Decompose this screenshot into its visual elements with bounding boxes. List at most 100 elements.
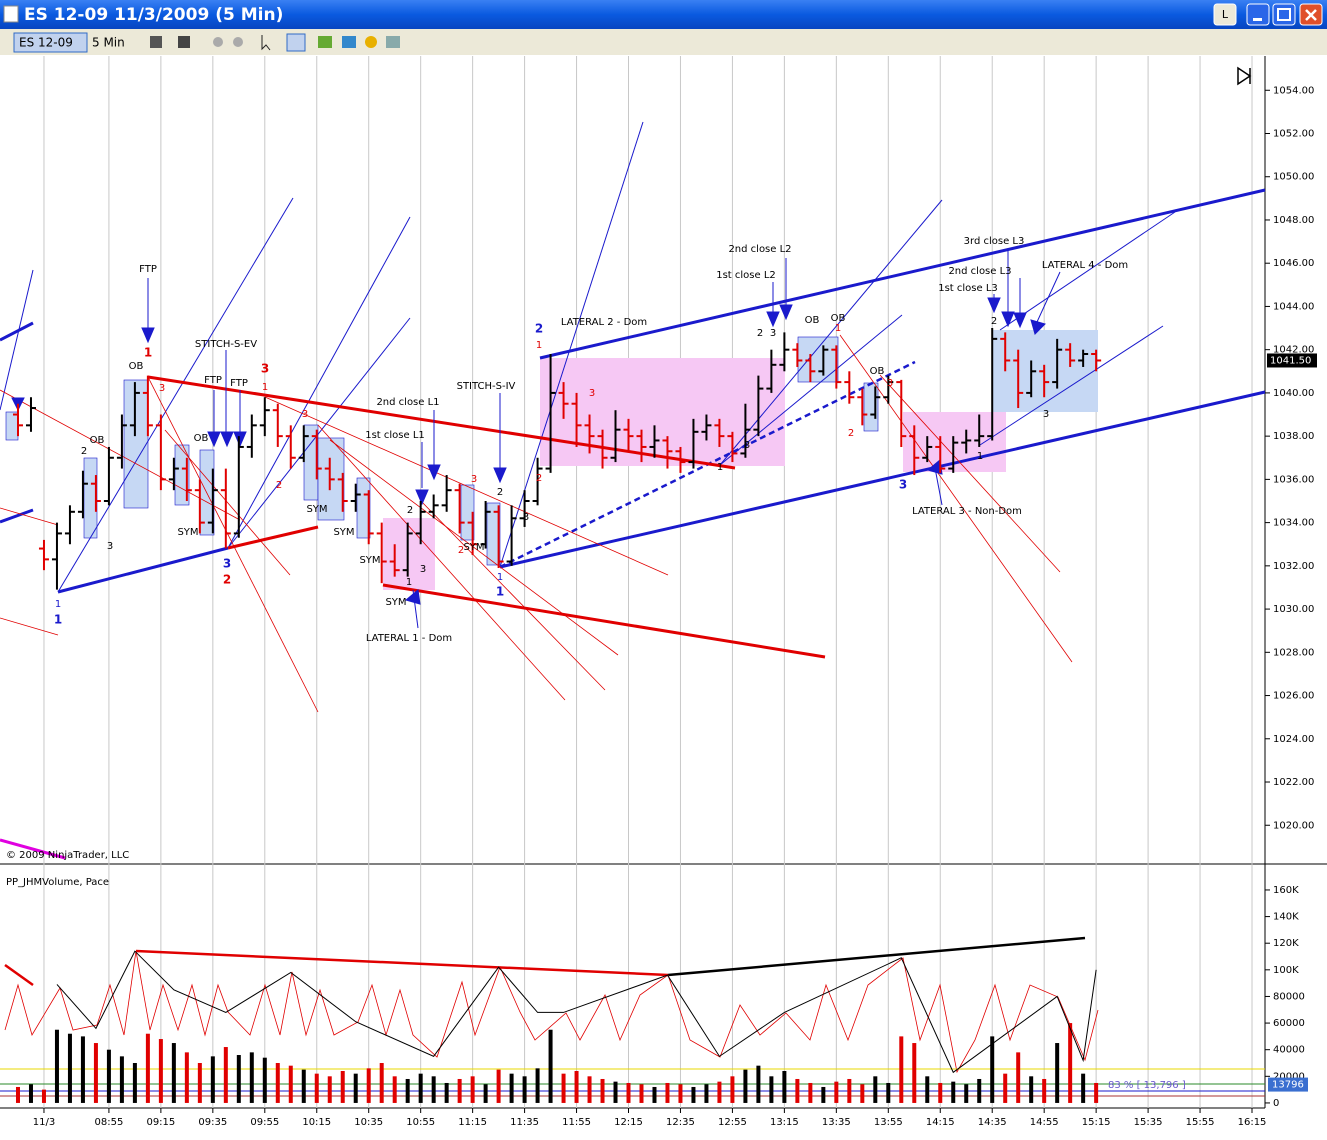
y-tick-label: 1024.00	[1273, 734, 1314, 745]
annotation: 2	[848, 428, 854, 439]
draw-icon[interactable]	[178, 36, 190, 48]
l-button[interactable]	[1213, 3, 1237, 26]
volume-bar	[67, 1033, 72, 1103]
volume-bar	[236, 1055, 241, 1103]
annotation: 3rd close L3	[964, 236, 1025, 247]
volume-bar	[392, 1076, 397, 1103]
y-tick-label: 1028.00	[1273, 647, 1314, 658]
toolbar-icons[interactable]	[150, 33, 400, 52]
volume-bar	[405, 1078, 410, 1103]
minimize[interactable]	[1246, 3, 1270, 26]
close-icon	[1305, 9, 1317, 21]
volume-bar	[1003, 1073, 1008, 1103]
annotation: 2	[536, 473, 542, 484]
volume-bar	[210, 1056, 215, 1103]
bar-type-icon[interactable]	[150, 36, 162, 48]
zoom-out-icon[interactable]	[233, 37, 243, 47]
volume-bar	[80, 1036, 85, 1103]
volume-bar	[249, 1052, 254, 1103]
annotation: 1st close L3	[938, 283, 998, 294]
title-bar	[0, 0, 1327, 29]
zoom-in-icon[interactable]	[213, 37, 223, 47]
annotation: 1	[144, 346, 152, 360]
x-tick-label: 09:15	[146, 1117, 175, 1128]
y-tick-label: 1032.00	[1273, 561, 1314, 572]
annotation: 2	[458, 545, 464, 556]
annotation: SYM	[463, 542, 484, 553]
y-tick-label: 1030.00	[1273, 604, 1314, 615]
y-tick-label: 1022.00	[1273, 777, 1314, 788]
plot: 11/3 08:55 09:15 09:35 09:55 10:15 10:35 10:55 1…	[12, 85, 1317, 1128]
app-icon	[3, 5, 19, 23]
indicator-icon[interactable]	[342, 36, 356, 48]
y-tick-label: 20000	[1273, 1071, 1305, 1082]
volume-bar	[119, 1056, 124, 1103]
annotation: 3	[1043, 409, 1049, 420]
pointer-icon[interactable]	[261, 35, 271, 51]
volume-bar	[288, 1065, 293, 1103]
volume-bar	[652, 1086, 657, 1103]
volume-bar	[457, 1078, 462, 1103]
annotation: 2	[991, 316, 997, 327]
interval[interactable]: 5 Min	[92, 36, 125, 50]
annotation: 1	[406, 577, 412, 588]
annotation: FTP	[204, 375, 222, 386]
x-tick-label: 14:35	[978, 1117, 1007, 1128]
y-tick-label: 1040.00	[1273, 388, 1314, 399]
x-tick-label: 11:55	[562, 1117, 591, 1128]
data-box-icon[interactable]	[386, 36, 400, 48]
volume-bar	[106, 1049, 111, 1103]
volume-bar	[613, 1081, 618, 1103]
volume-bar	[327, 1076, 332, 1103]
annotation: 1	[717, 462, 723, 473]
volume-bar	[600, 1078, 605, 1103]
volume-bar	[951, 1081, 956, 1103]
volume-bar	[834, 1081, 839, 1103]
volume-bar	[821, 1086, 826, 1103]
annotation: FTP	[230, 378, 248, 389]
annotation: SYM	[385, 597, 406, 608]
volume-bar	[340, 1070, 345, 1103]
volume-bar	[574, 1070, 579, 1103]
maximize[interactable]	[1272, 3, 1296, 26]
annotation: 1st close L1	[365, 430, 425, 441]
annotation: OB	[870, 366, 885, 377]
instrument-selector[interactable]	[13, 32, 88, 53]
window-title: ES 12-09 11/3/2009 (5 Min)	[24, 5, 283, 25]
volume-bar	[132, 1063, 137, 1103]
volume-bar	[314, 1073, 319, 1103]
x-tick-label: 12:35	[666, 1117, 695, 1128]
annotation: SYM	[333, 527, 354, 538]
annotation: 2	[223, 573, 231, 587]
last-price-box	[1267, 353, 1317, 368]
volume-bar	[1016, 1052, 1021, 1103]
volume-bar	[366, 1068, 371, 1103]
volume-bar	[509, 1073, 514, 1103]
annotation: 2nd close L2	[728, 244, 791, 255]
l-button-label: L	[1222, 8, 1229, 21]
annotation: 3	[223, 557, 231, 571]
maximize-icon	[1277, 8, 1291, 21]
annotation: 3	[887, 378, 893, 389]
properties-icon[interactable]	[365, 36, 377, 48]
y-tick-label: 80000	[1273, 991, 1305, 1002]
volume-bar	[1029, 1076, 1034, 1103]
annotation: LATERAL 3 - Non-Dom	[912, 506, 1022, 517]
volume-bar	[925, 1076, 930, 1103]
annotation: 1	[536, 340, 542, 351]
volume-bar	[639, 1084, 644, 1103]
minimize-icon	[1253, 18, 1262, 21]
strategy-icon[interactable]	[318, 36, 332, 48]
annotation: 3	[744, 440, 750, 451]
crosshair-icon[interactable]	[286, 33, 306, 52]
y-tick-label: 140K	[1273, 912, 1299, 923]
x-tick-label: 15:55	[1186, 1117, 1215, 1128]
annotation: 3	[899, 478, 907, 492]
volume-bar	[548, 1029, 553, 1103]
volume-bar	[418, 1073, 423, 1103]
x-tick-label: 11:35	[510, 1117, 539, 1128]
annotation: 2	[276, 480, 282, 491]
volume-bar	[444, 1082, 449, 1103]
annotation: FTP	[139, 264, 157, 275]
